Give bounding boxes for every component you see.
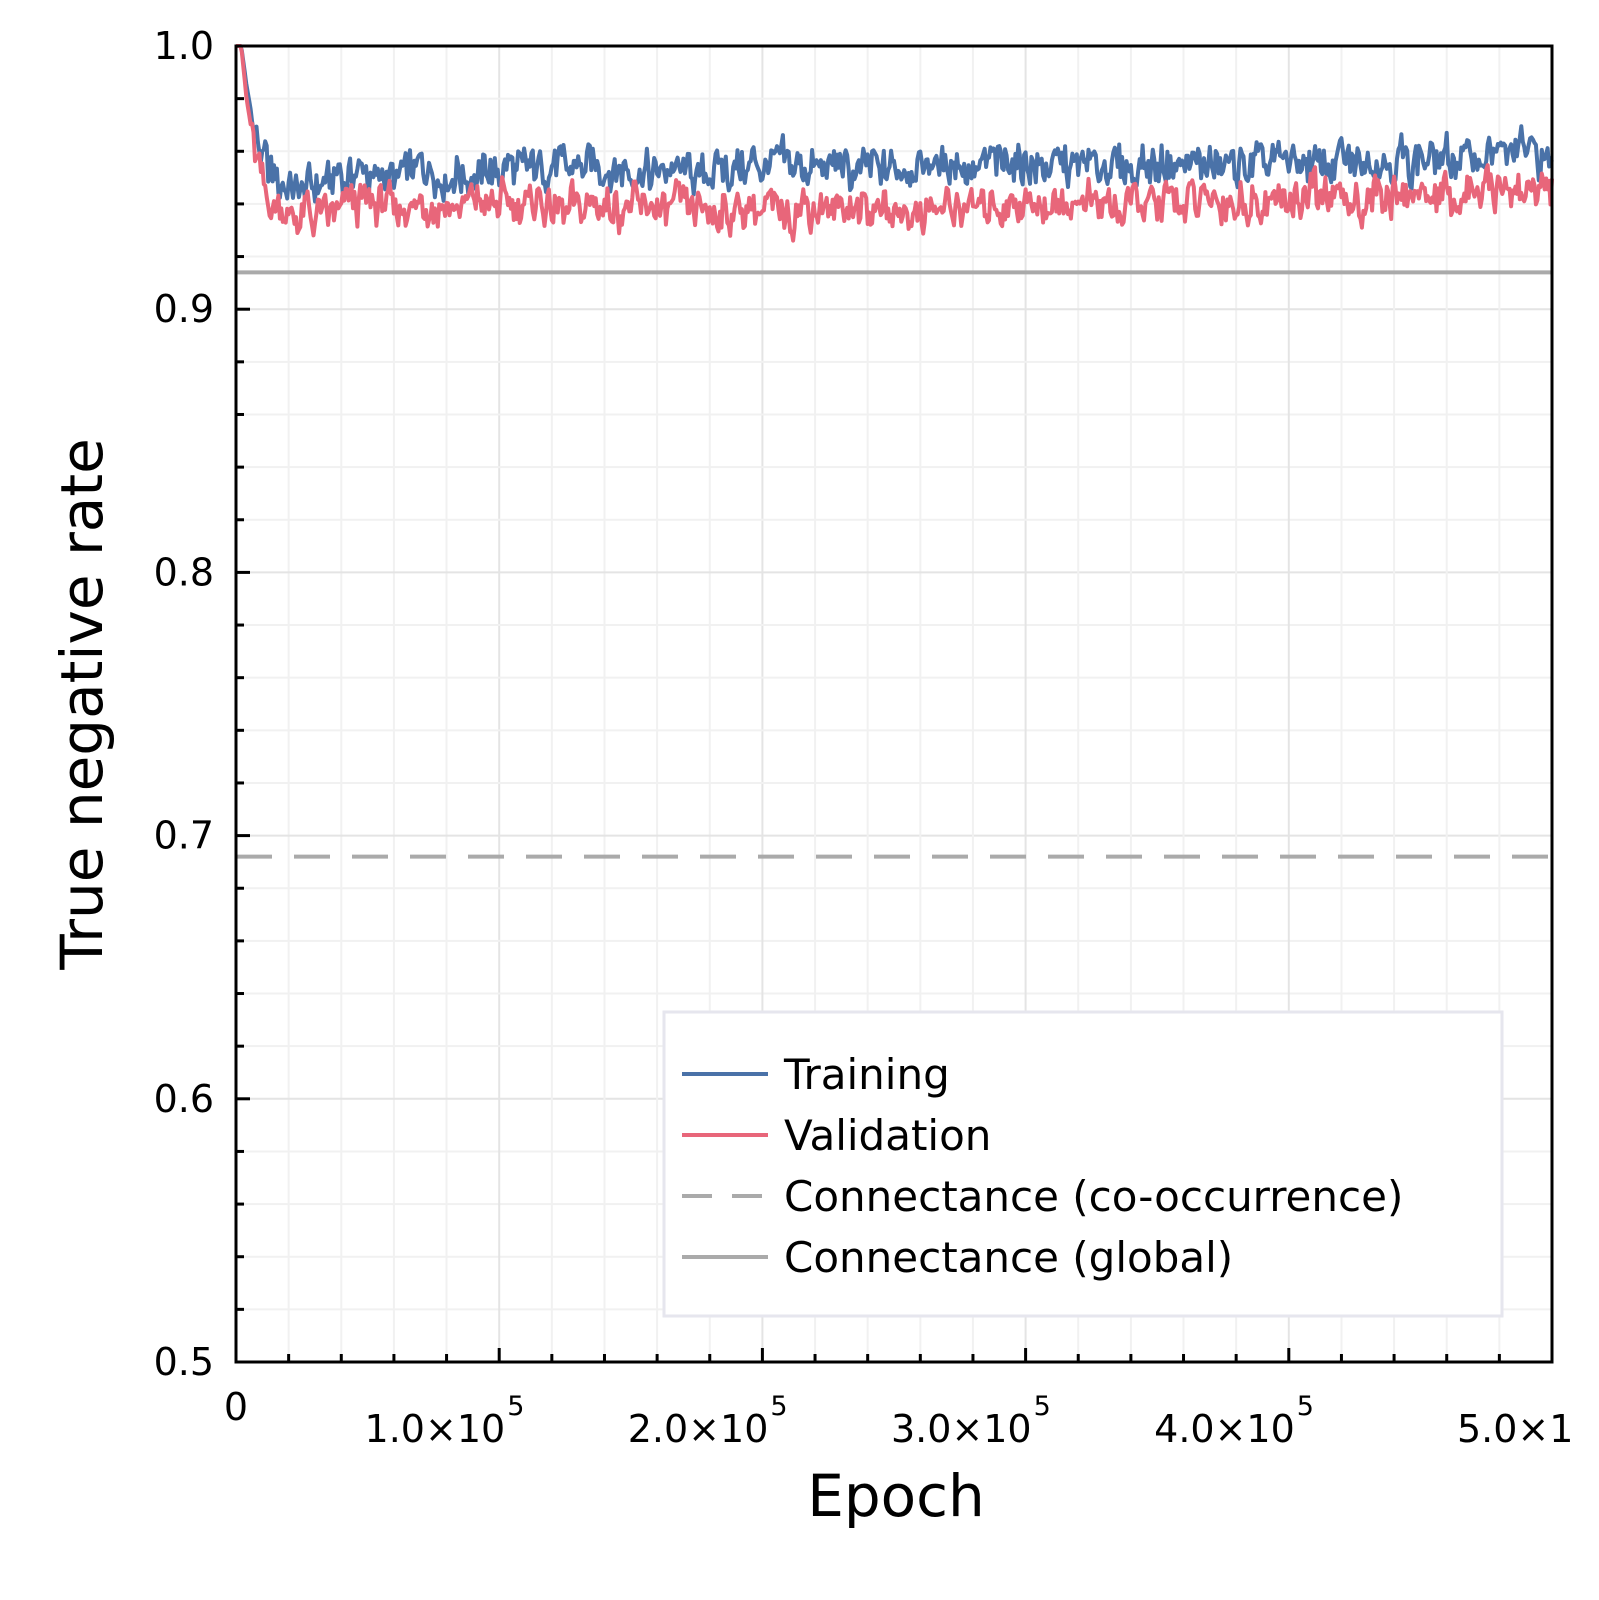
y-tick-label: 0.9 [154, 287, 214, 331]
y-axis-label: True negative rate [48, 438, 116, 971]
x-tick-label: 2.0×10 [628, 1407, 769, 1451]
tick-labels: 0.50.60.70.80.91.00 1.0×1052.0×1053.0×105… [154, 24, 1574, 1451]
legend-label-training: Training [783, 1050, 950, 1099]
series-line-validation [235, 44, 1554, 243]
legend-box [662, 1010, 1504, 1318]
y-tick-label: 0.7 [154, 814, 214, 858]
x-tick-exponent: 5 [1297, 1391, 1314, 1422]
x-tick-exponent: 5 [770, 1391, 787, 1422]
x-tick-exponent: 5 [507, 1391, 524, 1422]
y-tick-label: 0.5 [154, 1340, 214, 1384]
legend: Training Validation Connectance (co-occu… [662, 1010, 1504, 1318]
y-tick-label: 0.6 [154, 1077, 214, 1121]
x-axis-label: Epoch [807, 1462, 985, 1530]
legend-label-validation: Validation [784, 1111, 991, 1160]
x-tick-label: 5.0×1 [1457, 1407, 1573, 1451]
axis-ticks [236, 97, 1501, 1362]
x-tick-label: 1.0×10 [365, 1407, 506, 1451]
legend-label-connectance-cooccurrence: Connectance (co-occurrence) [784, 1172, 1403, 1221]
series-line-training [235, 44, 1554, 204]
plot-frame [234, 44, 1554, 1364]
x-tick-label: 4.0×10 [1154, 1407, 1295, 1451]
y-tick-label: 1.0 [154, 24, 214, 68]
x-tick-label: 0 [224, 1385, 248, 1429]
legend-label-connectance-global: Connectance (global) [784, 1233, 1233, 1282]
x-tick-label: 3.0×10 [891, 1407, 1032, 1451]
y-tick-label: 0.8 [154, 550, 214, 594]
series-lines [235, 44, 1554, 859]
x-tick-exponent: 5 [1034, 1391, 1051, 1422]
